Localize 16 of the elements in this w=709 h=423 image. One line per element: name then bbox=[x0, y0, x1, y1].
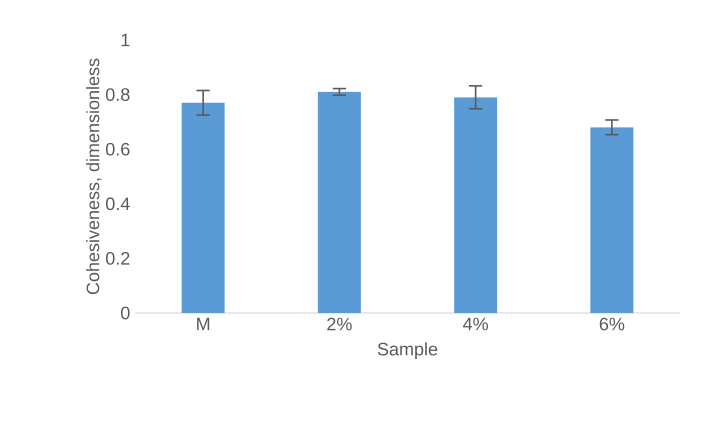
x-axis-title: Sample bbox=[378, 342, 438, 360]
x-tick-label: M bbox=[197, 318, 210, 330]
y-tick-label: 0.8 bbox=[106, 88, 130, 101]
y-tick-label: 0.2 bbox=[106, 252, 130, 265]
bar bbox=[590, 127, 634, 313]
bar bbox=[454, 97, 498, 313]
bar bbox=[318, 92, 361, 313]
y-tick-label: 0 bbox=[121, 306, 130, 320]
y-tick-label: 0.6 bbox=[106, 142, 130, 156]
y-tick-label: 1 bbox=[122, 34, 130, 46]
x-tick-label: 6% bbox=[600, 318, 624, 330]
x-tick-label: 2% bbox=[327, 318, 352, 330]
y-axis-title: Cohesiveness, dimensionless bbox=[86, 58, 102, 294]
y-tick-label: 0.4 bbox=[106, 197, 130, 210]
bar bbox=[182, 102, 225, 313]
x-tick-label: 4% bbox=[463, 318, 488, 330]
